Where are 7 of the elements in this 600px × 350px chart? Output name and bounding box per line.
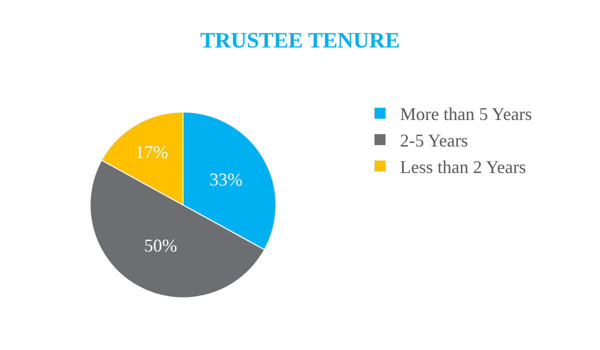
legend-label: 2-5 Years <box>400 130 468 151</box>
data-label: 33% <box>209 170 242 190</box>
chart-title: TRUSTEE TENURE <box>200 28 400 53</box>
legend-label: More than 5 Years <box>400 104 532 124</box>
data-label: 50% <box>144 236 178 256</box>
legend-label: Less than 2 Years <box>400 157 526 178</box>
data-label: 17% <box>135 142 168 162</box>
